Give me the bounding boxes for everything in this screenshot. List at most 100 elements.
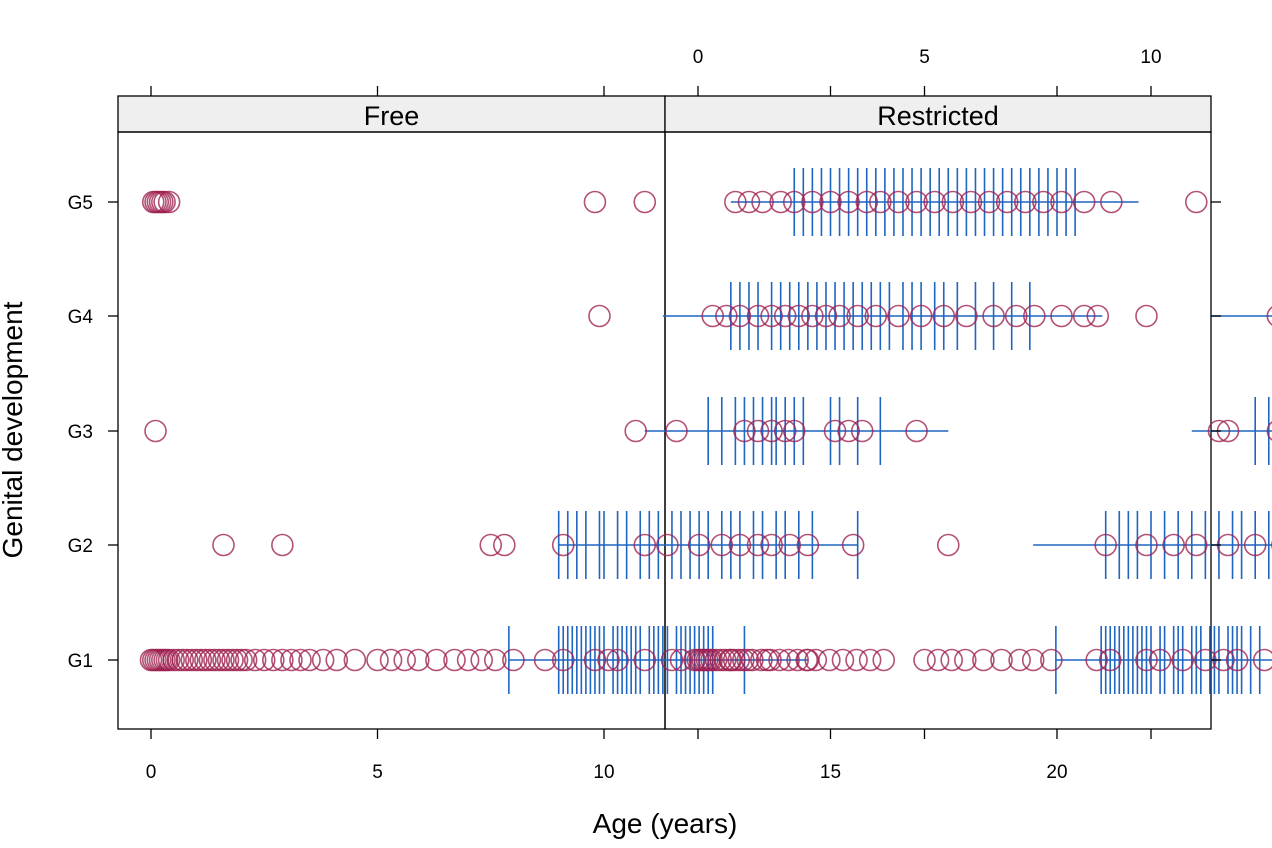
data-point bbox=[995, 190, 1019, 214]
data-point bbox=[932, 304, 956, 328]
data-point bbox=[760, 419, 783, 443]
data-point bbox=[1004, 304, 1028, 328]
data-point bbox=[819, 190, 842, 214]
data-point bbox=[456, 648, 480, 672]
data-point bbox=[795, 648, 819, 672]
data-point bbox=[796, 533, 820, 557]
data-point bbox=[325, 648, 349, 672]
data-point bbox=[828, 304, 851, 328]
data-point bbox=[243, 648, 267, 672]
data-point bbox=[941, 190, 965, 214]
data-point bbox=[311, 648, 335, 672]
data-point bbox=[1100, 190, 1123, 214]
data-point bbox=[837, 190, 860, 214]
data-point bbox=[804, 648, 828, 672]
data-point bbox=[1013, 190, 1037, 214]
strip-label-free: Free bbox=[364, 101, 420, 131]
y-axis-title: Genital development bbox=[0, 301, 28, 558]
data-point bbox=[913, 648, 936, 672]
chart-marks bbox=[139, 168, 1272, 694]
data-point bbox=[773, 419, 797, 443]
data-point bbox=[1008, 648, 1031, 672]
data-point bbox=[869, 190, 892, 214]
data-point bbox=[1040, 648, 1063, 672]
data-point bbox=[551, 648, 575, 672]
data-point bbox=[1050, 190, 1073, 214]
data-point bbox=[230, 648, 253, 672]
data-point bbox=[633, 533, 657, 557]
data-point bbox=[782, 419, 806, 443]
data-point bbox=[1252, 648, 1272, 672]
data-point bbox=[175, 648, 199, 672]
data-point bbox=[207, 648, 231, 672]
data-point bbox=[814, 304, 838, 328]
data-point bbox=[157, 648, 181, 672]
data-point bbox=[841, 533, 865, 557]
data-point bbox=[731, 648, 755, 672]
data-point bbox=[1098, 648, 1122, 672]
data-point bbox=[977, 190, 1001, 214]
data-point bbox=[606, 648, 629, 672]
panel-marks-restricted bbox=[686, 190, 1272, 694]
data-point bbox=[234, 648, 258, 672]
data-point bbox=[1050, 304, 1073, 328]
data-point bbox=[818, 648, 841, 672]
data-point bbox=[769, 190, 792, 214]
data-point bbox=[887, 190, 910, 214]
data-point bbox=[298, 648, 321, 672]
y-tick-label: G1 bbox=[68, 651, 93, 672]
data-point bbox=[736, 648, 760, 672]
data-point bbox=[479, 533, 503, 557]
data-point bbox=[633, 190, 657, 214]
data-point bbox=[728, 533, 752, 557]
data-point bbox=[700, 648, 723, 672]
data-point bbox=[343, 648, 367, 672]
axes: G1G2G3G4G50055101015152020 bbox=[68, 47, 1221, 783]
data-point bbox=[502, 648, 525, 672]
data-point bbox=[909, 304, 933, 328]
data-point bbox=[1185, 190, 1208, 214]
data-point bbox=[1135, 533, 1158, 557]
data-point bbox=[194, 648, 217, 672]
data-point bbox=[271, 648, 294, 672]
data-point bbox=[203, 648, 226, 672]
x-tick-label-bottom: 20 bbox=[1046, 762, 1067, 783]
data-point bbox=[1135, 648, 1158, 672]
data-point bbox=[1021, 648, 1045, 672]
data-point bbox=[768, 648, 791, 672]
data-point bbox=[656, 533, 679, 557]
data-point bbox=[533, 648, 557, 672]
data-point bbox=[1135, 304, 1158, 328]
y-tick-label: G4 bbox=[68, 307, 94, 328]
data-point bbox=[737, 190, 761, 214]
strip-free bbox=[117, 95, 666, 133]
data-point bbox=[718, 648, 742, 672]
data-point bbox=[724, 190, 747, 214]
data-point bbox=[665, 419, 688, 443]
data-point bbox=[1023, 304, 1046, 328]
panel-frames: Free Restricted bbox=[117, 95, 1212, 730]
data-point bbox=[189, 648, 213, 672]
panel-free bbox=[117, 131, 666, 730]
data-point bbox=[660, 648, 684, 672]
data-point bbox=[588, 304, 611, 328]
data-point bbox=[701, 304, 725, 328]
data-point bbox=[887, 304, 910, 328]
data-point bbox=[872, 648, 896, 672]
data-point bbox=[1207, 419, 1231, 443]
data-point bbox=[759, 648, 782, 672]
data-point bbox=[746, 419, 770, 443]
data-point bbox=[905, 419, 928, 443]
x-tick-label-top: 5 bbox=[919, 47, 930, 68]
data-point bbox=[940, 648, 963, 672]
data-point bbox=[583, 190, 607, 214]
data-point bbox=[722, 648, 746, 672]
data-point bbox=[212, 533, 235, 557]
x-tick-label-bottom: 5 bbox=[372, 762, 383, 783]
data-point bbox=[855, 190, 879, 214]
data-point bbox=[212, 648, 235, 672]
data-point bbox=[144, 419, 167, 443]
data-point bbox=[185, 648, 208, 672]
x-axis-title: Age (years) bbox=[593, 808, 738, 839]
data-point bbox=[846, 304, 869, 328]
